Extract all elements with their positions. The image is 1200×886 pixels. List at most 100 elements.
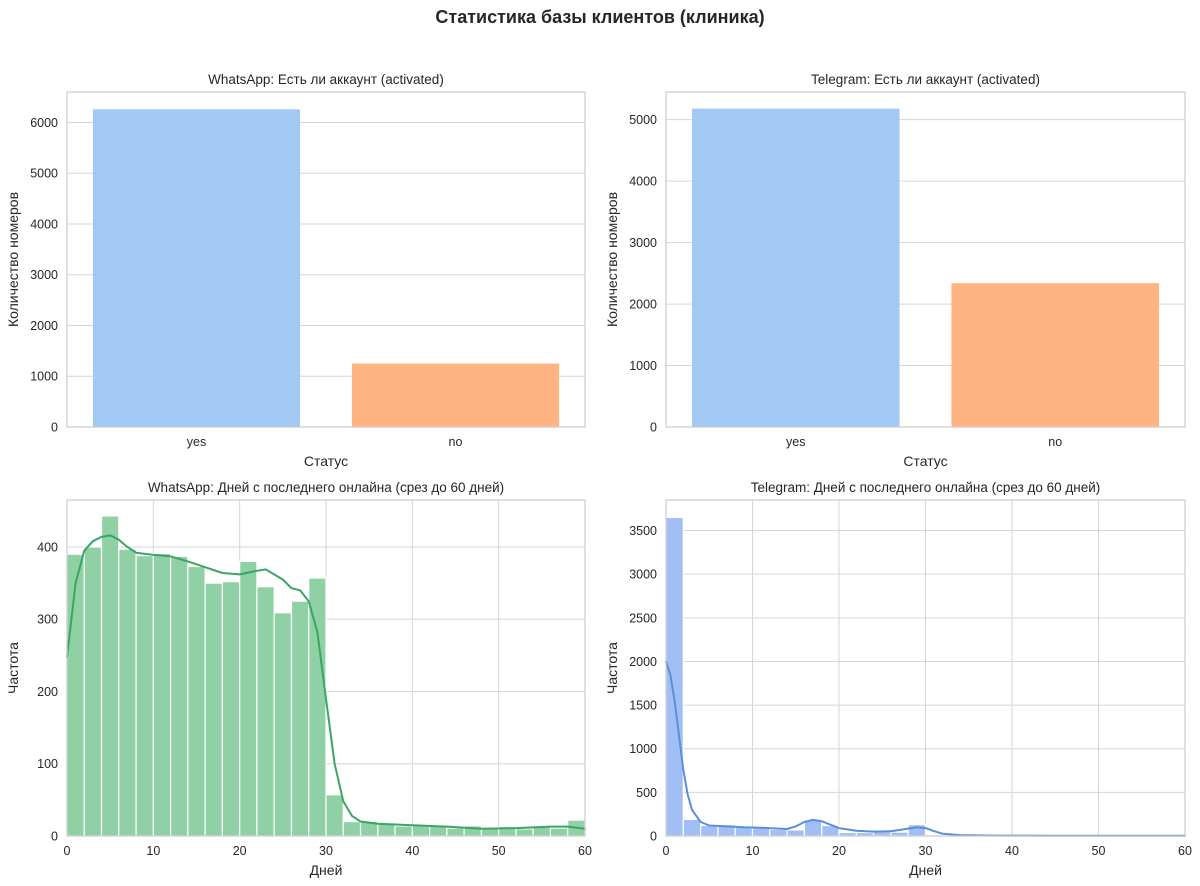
histogram-bar bbox=[273, 612, 293, 837]
histogram-bar bbox=[734, 826, 754, 837]
y-tick-label: 3000 bbox=[629, 568, 657, 582]
y-tick-label: 4000 bbox=[629, 175, 657, 189]
histogram-bar bbox=[308, 577, 327, 837]
gridlines: 0 500 1000 1500 2000 2500 3000 3500 bbox=[629, 500, 1186, 844]
y-tick-label: 5000 bbox=[629, 113, 657, 127]
histogram-bar bbox=[170, 555, 189, 837]
x-tick-label: 20 bbox=[832, 844, 846, 858]
x-tick-label: 0 bbox=[663, 844, 670, 858]
y-tick-label: 4000 bbox=[30, 217, 58, 231]
chart-title: Telegram: Есть ли аккаунт (activated) bbox=[811, 72, 1040, 87]
bar-yes bbox=[691, 108, 900, 428]
x-axis-label: Статус bbox=[304, 453, 348, 469]
y-tick-label: 100 bbox=[37, 757, 58, 771]
histogram-bar bbox=[549, 827, 569, 837]
telegram-activated-chart: 0 1000 2000 3000 4000 5000 Telegram: Есть ли … bbox=[604, 72, 1186, 469]
bar-no bbox=[351, 363, 560, 427]
x-axis-label: Статус bbox=[903, 453, 947, 469]
y-tick-label: 2000 bbox=[629, 655, 657, 669]
histogram-bar bbox=[325, 794, 344, 837]
y-axis-label: Частота bbox=[604, 642, 620, 694]
y-tick-label: 200 bbox=[37, 685, 58, 699]
x-axis-label: Дней bbox=[310, 862, 343, 878]
y-axis-label: Количество номеров bbox=[604, 192, 620, 327]
x-tick-label: yes bbox=[187, 435, 206, 449]
x-tick-label: 20 bbox=[233, 844, 247, 858]
y-tick-label: 6000 bbox=[30, 116, 58, 130]
histogram-bar bbox=[221, 581, 241, 837]
histogram-bar bbox=[342, 820, 362, 837]
chart-title: WhatsApp: Есть ли аккаунт (activated) bbox=[208, 72, 444, 87]
y-tick-label: 0 bbox=[51, 830, 58, 844]
histogram-bar bbox=[665, 516, 684, 837]
y-tick-label: 2500 bbox=[629, 611, 657, 625]
histogram-bar bbox=[152, 552, 172, 837]
histogram-bar bbox=[682, 818, 702, 837]
histogram-bar bbox=[786, 829, 805, 837]
y-tick-label: 2000 bbox=[629, 298, 657, 312]
histogram-bar bbox=[256, 586, 275, 837]
y-tick-label: 1500 bbox=[629, 699, 657, 713]
x-tick-label: no bbox=[1048, 435, 1062, 449]
kde-line bbox=[665, 660, 1186, 837]
x-tick-label: 0 bbox=[64, 844, 71, 858]
y-tick-label: 0 bbox=[650, 830, 657, 844]
x-tick-label: 40 bbox=[1005, 844, 1019, 858]
plot-frame bbox=[665, 499, 1186, 837]
x-tick-label: 60 bbox=[578, 844, 592, 858]
histogram-bar bbox=[290, 600, 310, 837]
x-tick-label: 10 bbox=[146, 844, 160, 858]
plot-frame bbox=[665, 91, 1186, 428]
x-tick-label: 10 bbox=[746, 844, 760, 858]
plot-frame bbox=[66, 499, 586, 837]
y-tick-label: 1000 bbox=[629, 742, 657, 756]
histogram-bar bbox=[204, 582, 223, 837]
y-tick-label: 1000 bbox=[629, 359, 657, 373]
whatsapp-activated-chart: 0 1000 2000 3000 4000 5000 6000 WhatsApp: Есть… bbox=[5, 72, 586, 469]
y-tick-label: 300 bbox=[37, 613, 58, 627]
y-tick-label: 5000 bbox=[30, 167, 58, 181]
histogram-bar bbox=[187, 565, 206, 837]
histogram-bar bbox=[769, 828, 788, 837]
histogram-bar bbox=[135, 555, 154, 837]
x-tick-label: 50 bbox=[492, 844, 506, 858]
chart-title: WhatsApp: Дней с последнего онлайна (сре… bbox=[148, 480, 504, 495]
y-tick-label: 3000 bbox=[30, 268, 58, 282]
histogram-bar bbox=[66, 553, 85, 837]
histogram-bar bbox=[239, 560, 258, 837]
histogram-bar bbox=[446, 827, 465, 837]
y-tick-label: 3000 bbox=[629, 236, 657, 250]
histogram-bar bbox=[515, 828, 534, 837]
histogram-bar bbox=[100, 515, 120, 837]
plot-frame bbox=[66, 91, 586, 428]
x-tick-label: 30 bbox=[319, 844, 333, 858]
chart-title: Telegram: Дней с последнего онлайна (сре… bbox=[751, 480, 1101, 495]
x-tick-label: 40 bbox=[405, 844, 419, 858]
y-tick-label: 0 bbox=[51, 421, 58, 435]
y-tick-label: 2000 bbox=[30, 319, 58, 333]
x-tick-label: 60 bbox=[1178, 844, 1192, 858]
y-tick-label: 1000 bbox=[30, 370, 58, 384]
y-tick-label: 0 bbox=[650, 421, 657, 435]
histogram-bar bbox=[699, 824, 719, 837]
x-tick-label: no bbox=[449, 435, 463, 449]
y-tick-label: 400 bbox=[37, 540, 58, 554]
kde-line bbox=[66, 534, 586, 830]
x-tick-label: 30 bbox=[919, 844, 933, 858]
bar-yes bbox=[92, 109, 301, 428]
histogram-bar bbox=[394, 825, 413, 837]
x-tick-label: yes bbox=[786, 435, 805, 449]
y-axis-label: Количество номеров bbox=[5, 192, 21, 327]
bar-no bbox=[951, 283, 1160, 427]
y-tick-label: 3500 bbox=[629, 524, 657, 538]
figure-title: Статистика базы клиентов (клиника) bbox=[435, 7, 764, 27]
histogram-bar bbox=[83, 546, 103, 837]
y-tick-label: 500 bbox=[636, 786, 657, 800]
x-axis-label: Дней bbox=[909, 862, 942, 878]
histogram-bar bbox=[118, 548, 137, 837]
x-tick-label: 50 bbox=[1092, 844, 1106, 858]
y-axis-label: Частота bbox=[5, 642, 21, 694]
